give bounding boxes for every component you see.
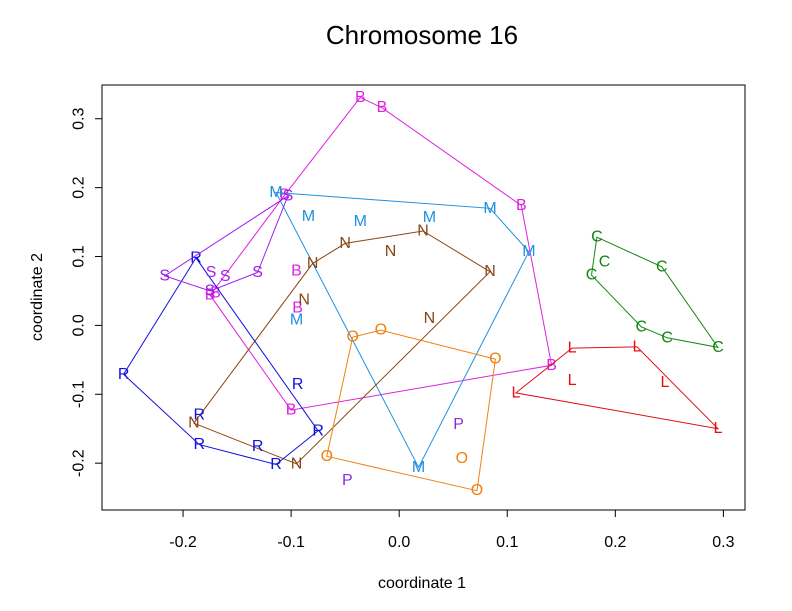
point-r-4: R xyxy=(312,422,324,439)
point-b-8: B xyxy=(210,285,221,302)
point-o-5: O xyxy=(456,450,468,467)
point-c-3: C xyxy=(636,318,648,335)
point-n-5: N xyxy=(307,255,319,272)
x-tick-label: 0.3 xyxy=(712,534,734,551)
point-r-2: R xyxy=(194,436,206,453)
x-axis: -0.2 -0.1 0.0 0.1 0.2 0.3 xyxy=(169,509,735,551)
point-r-5: R xyxy=(292,376,304,393)
x-axis-title: coordinate 1 xyxy=(378,575,466,592)
y-axis-title: coordinate 2 xyxy=(29,253,46,341)
point-r-3: R xyxy=(270,456,282,473)
hull-o xyxy=(326,329,496,492)
hull-b xyxy=(209,96,553,411)
point-n-0: N xyxy=(188,415,200,432)
point-m-7: M xyxy=(423,209,436,226)
chart-title: Chromosome 16 xyxy=(326,20,518,50)
series-p: PP xyxy=(342,416,464,489)
x-tick-label: 0.2 xyxy=(604,534,626,551)
point-o-1: O xyxy=(346,329,358,346)
point-m-2: M xyxy=(522,243,535,260)
point-s-3: S xyxy=(205,283,216,300)
point-o-4: O xyxy=(471,482,483,499)
point-b-5: B xyxy=(291,263,302,280)
hull-r xyxy=(122,256,319,466)
point-c-0: C xyxy=(591,229,603,246)
point-c-4: C xyxy=(586,267,598,284)
point-l-4: L xyxy=(568,372,577,389)
series-m: M M M M M M M M xyxy=(269,184,535,476)
point-n-7: N xyxy=(298,291,310,308)
point-n-2: N xyxy=(484,263,496,280)
point-m-0: M xyxy=(269,184,282,201)
point-r-1: R xyxy=(118,366,130,383)
hull-n xyxy=(193,230,491,465)
point-b-2: B xyxy=(516,197,527,214)
point-o-0: O xyxy=(321,448,333,465)
point-n-4: N xyxy=(339,235,351,252)
x-tick-label: -0.1 xyxy=(277,534,305,551)
point-s-5: S xyxy=(206,264,217,281)
point-o-2: O xyxy=(375,322,387,339)
point-s-4: S xyxy=(220,268,231,285)
point-n-8: N xyxy=(424,310,436,327)
point-n-6: N xyxy=(385,243,397,260)
point-m-4: M xyxy=(290,311,303,328)
point-b-3: B xyxy=(546,357,557,374)
point-p-1: P xyxy=(342,472,353,489)
point-m-3: M xyxy=(412,459,425,476)
point-m-5: M xyxy=(302,208,315,225)
point-b-9: B xyxy=(279,187,290,204)
point-m-1: M xyxy=(483,200,496,217)
point-p-0: P xyxy=(453,416,464,433)
point-c-6: C xyxy=(661,329,673,346)
y-axis: -0.2 -0.1 0.0 0.1 0.2 0.3 xyxy=(71,108,103,477)
point-n-1: N xyxy=(291,455,303,472)
y-tick-label: -0.1 xyxy=(71,380,88,408)
point-l-5: L xyxy=(661,374,670,391)
point-n-3: N xyxy=(417,223,429,240)
point-c-2: C xyxy=(712,339,724,356)
point-s-1: S xyxy=(252,264,263,281)
point-r-7: R xyxy=(252,438,264,455)
point-b-6: B xyxy=(292,300,303,317)
point-l-1: L xyxy=(632,338,641,355)
point-l-2: L xyxy=(714,420,723,437)
point-b-1: B xyxy=(377,99,388,116)
x-tick-label: -0.2 xyxy=(169,534,197,551)
y-tick-label: 0.2 xyxy=(71,176,88,198)
y-tick-label: -0.2 xyxy=(71,449,88,477)
hull-l xyxy=(514,346,720,430)
point-s-0: S xyxy=(283,187,294,204)
point-c-5: C xyxy=(599,254,611,271)
point-l-0: L xyxy=(568,340,577,357)
series-n: N N N N N N N N N xyxy=(188,223,496,473)
y-tick-label: 0.0 xyxy=(71,314,88,336)
point-m-6: M xyxy=(354,213,367,230)
point-b-7: B xyxy=(205,287,216,304)
hull-m xyxy=(275,191,530,469)
point-s-2: S xyxy=(159,267,170,284)
point-r-0: R xyxy=(190,249,202,266)
hull-c xyxy=(590,236,720,349)
point-c-1: C xyxy=(656,258,668,275)
x-tick-label: 0.1 xyxy=(496,534,518,551)
hull-s xyxy=(163,194,289,292)
y-tick-label: 0.3 xyxy=(71,108,88,130)
point-l-3: L xyxy=(511,384,520,401)
x-tick-label: 0.0 xyxy=(388,534,410,551)
point-r-6: R xyxy=(194,406,206,423)
point-o-3: O xyxy=(489,351,501,368)
point-b-0: B xyxy=(355,89,366,106)
y-tick-label: 0.1 xyxy=(71,245,88,267)
point-b-4: B xyxy=(286,402,297,419)
